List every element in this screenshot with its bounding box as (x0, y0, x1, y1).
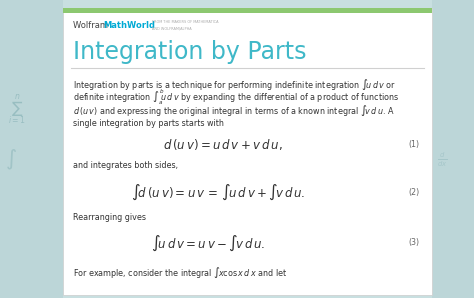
Text: definite integration $\int_a^b\!\!u\,d\,v$ by expanding the differential of a pr: definite integration $\int_a^b\!\!u\,d\,… (73, 87, 399, 107)
Bar (63, 8, 432, 295)
Text: $\int\!d\,(u\,v) = u\,v\, =\, \int\!u\,d\,v +\int\!v\,d\,u.$: $\int\!d\,(u\,v) = u\,v\, =\, \int\!u\,d… (131, 182, 305, 202)
Text: (1): (1) (409, 140, 420, 150)
Bar (63, 8, 432, 13)
Text: single integration by parts starts with: single integration by parts starts with (73, 119, 224, 128)
Text: $\int\!u\,d\,v = u\,v - \int\!v\,d\,u.$: $\int\!u\,d\,v = u\,v - \int\!v\,d\,u.$ (151, 233, 265, 253)
Text: $\frac{d}{dx}$: $\frac{d}{dx}$ (437, 151, 447, 169)
Bar (0, 0, 63, 298)
Text: For example, consider the integral $\int\!x\cos x\,d\,x$ and let: For example, consider the integral $\int… (73, 265, 287, 280)
Bar (432, 0, 474, 298)
Text: Integration by Parts: Integration by Parts (73, 40, 307, 64)
Text: $\sum_{i=1}^{n}$: $\sum_{i=1}^{n}$ (8, 93, 26, 127)
Text: Integration by parts is a technique for performing indefinite integration $\int\: Integration by parts is a technique for … (73, 77, 396, 91)
Text: AND WOLFRAM|ALPHA: AND WOLFRAM|ALPHA (152, 26, 191, 30)
Text: Wolfram: Wolfram (73, 21, 110, 30)
Text: $\int$: $\int$ (5, 148, 17, 172)
Text: Rearranging gives: Rearranging gives (73, 212, 146, 221)
Text: FROM THE MAKERS OF MATHEMATICA: FROM THE MAKERS OF MATHEMATICA (152, 20, 219, 24)
Text: and integrates both sides,: and integrates both sides, (73, 162, 178, 170)
Text: (2): (2) (409, 187, 420, 196)
Text: MathWorld: MathWorld (103, 21, 155, 30)
Text: (3): (3) (409, 238, 420, 248)
Text: $d\,(u\,v) = u\,d\,v + v\,d\,u,$: $d\,(u\,v) = u\,d\,v + v\,d\,u,$ (163, 137, 283, 153)
Text: $d\,(u\,v)$ and expressing the original integral in terms of a known integral $\: $d\,(u\,v)$ and expressing the original … (73, 103, 395, 117)
